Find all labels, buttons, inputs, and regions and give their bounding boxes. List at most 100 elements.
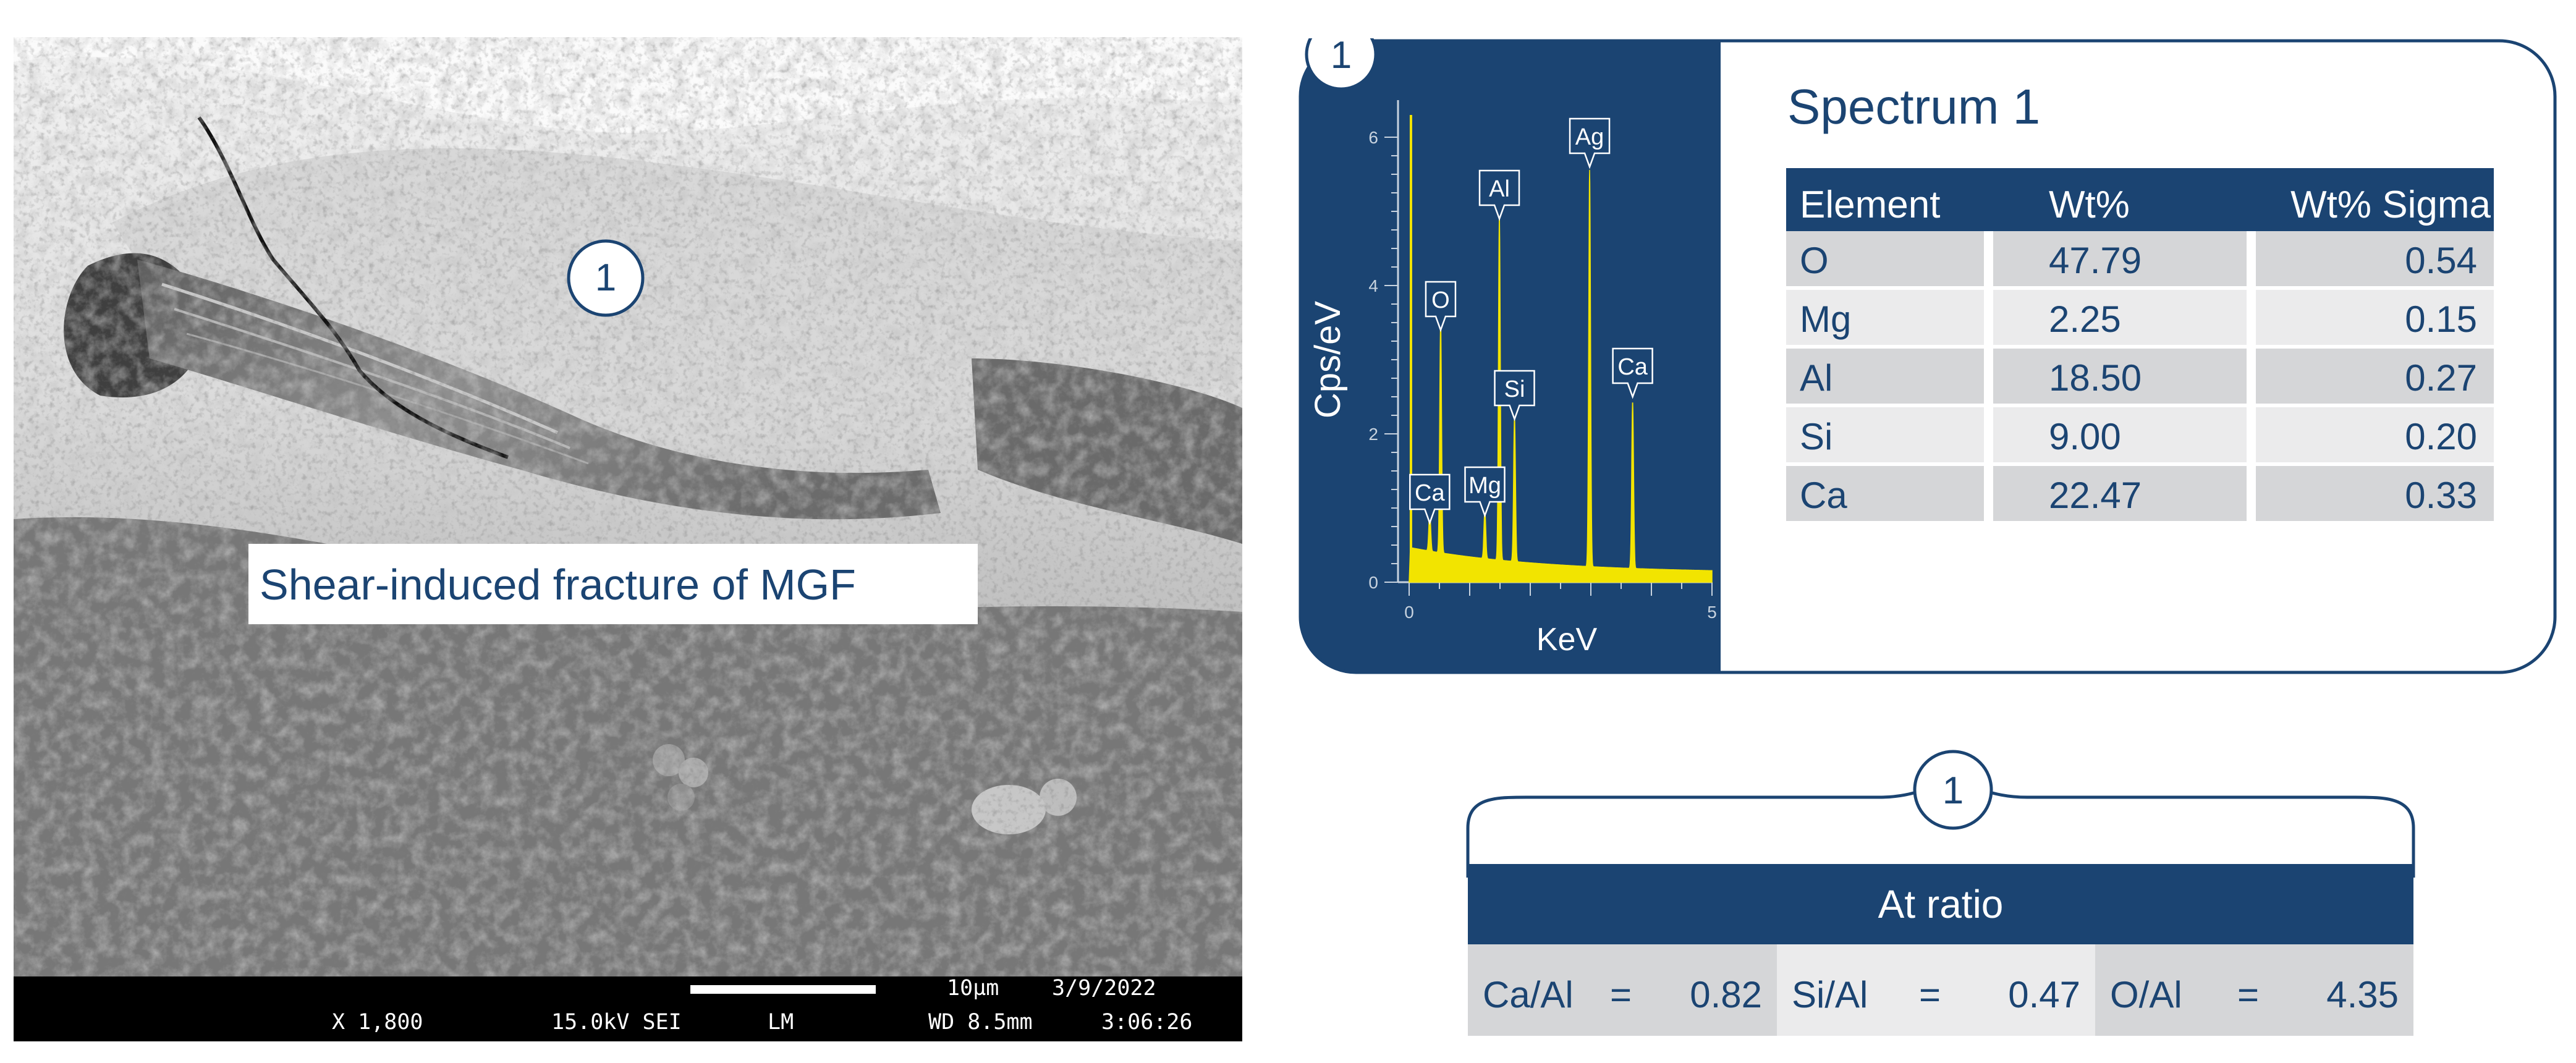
table-cell-bg bbox=[1993, 231, 2247, 286]
peak-label-text: Al bbox=[1489, 176, 1510, 202]
sigma-cell: 0.27 bbox=[2405, 357, 2477, 399]
ratio-cell-bg bbox=[1777, 944, 2095, 1036]
peak-label-si: Si bbox=[1494, 370, 1535, 421]
ratio-value: 0.47 bbox=[2008, 974, 2080, 1015]
table-cell-bg bbox=[1993, 407, 2247, 462]
spectrum-marker: 1 bbox=[1305, 38, 1378, 91]
peak-label-ca: Ca bbox=[1612, 347, 1653, 399]
table-row: Mg 2.25 0.15 bbox=[1786, 290, 2494, 345]
spectrum-trace bbox=[1409, 169, 1713, 583]
wt-cell: 47.79 bbox=[2049, 240, 2142, 281]
sigma-cell: 0.15 bbox=[2405, 299, 2477, 340]
table-cell-bg bbox=[2256, 349, 2494, 404]
region-marker-label: 1 bbox=[595, 256, 616, 299]
peak-label-text: Ag bbox=[1575, 124, 1604, 150]
table-cell-bg bbox=[1786, 349, 1984, 404]
peak-label-ca: Ca bbox=[1409, 473, 1451, 525]
ratio-panel: 1 At ratio Ca/Al = 0.82 Si/Al = 0.47 O/Al = 4.35 bbox=[1466, 750, 2415, 1036]
ratio-title: At ratio bbox=[1878, 882, 2004, 926]
ratio-value: 4.35 bbox=[2326, 974, 2399, 1015]
sigma-cell: 0.33 bbox=[2405, 475, 2477, 516]
y-tick-label: 2 bbox=[1368, 425, 1378, 444]
peak-label-text: Ca bbox=[1415, 480, 1445, 506]
fracture-annotation: Shear-induced fracture of MGF bbox=[260, 561, 856, 609]
peak-label-box bbox=[1494, 370, 1535, 421]
wt-cell: 9.00 bbox=[2049, 416, 2121, 457]
sem-micrograph: 1 Shear-induced fracture of MGF 10µm 3/9… bbox=[14, 37, 1242, 1041]
table-row: Al 18.50 0.27 bbox=[1786, 349, 2494, 404]
composition-table: Element Wt% Wt% Sigma O 47.79 0.54 Mg 2.25 0.15 A… bbox=[1786, 168, 2494, 521]
ratio-header bbox=[1468, 864, 2413, 944]
spectrum-panel-border bbox=[1299, 39, 2557, 674]
table-cell-bg bbox=[2256, 407, 2494, 462]
spectrum-title: Spectrum 1 bbox=[1787, 79, 2040, 134]
sigma-cell: 0.20 bbox=[2405, 416, 2477, 457]
y-axis-label: Cps/eV bbox=[1308, 301, 1348, 419]
table-cell-bg bbox=[1993, 290, 2247, 345]
peak-label-box bbox=[1478, 169, 1520, 221]
ratio-cell: Ca/Al = 0.82 bbox=[1468, 944, 1777, 1036]
y-tick-label: 6 bbox=[1368, 128, 1378, 147]
peak-label-text: Mg bbox=[1468, 473, 1501, 499]
element-cell: Ca bbox=[1800, 475, 1847, 516]
peak-label-box bbox=[1425, 281, 1457, 332]
table-cell-bg bbox=[2256, 290, 2494, 345]
ratio-label: O/Al bbox=[2110, 974, 2182, 1015]
peak-label-text: Si bbox=[1504, 376, 1525, 402]
element-cell: O bbox=[1800, 240, 1829, 281]
ratio-label: Ca/Al bbox=[1483, 974, 1574, 1015]
region-marker: 1 bbox=[567, 239, 645, 317]
table-header-cell: Wt% Sigma bbox=[2290, 184, 2491, 226]
peak-label-o: O bbox=[1425, 281, 1457, 332]
table-row: Si 9.00 0.20 bbox=[1786, 407, 2494, 462]
element-cell: Si bbox=[1800, 416, 1832, 457]
ratio-label: Si/Al bbox=[1792, 974, 1868, 1015]
peak-label-al: Al bbox=[1478, 169, 1520, 221]
table-cell-bg bbox=[1993, 349, 2247, 404]
table-cell-bg bbox=[1993, 466, 2247, 521]
wt-cell: 2.25 bbox=[2049, 299, 2121, 340]
table-cell-bg bbox=[2256, 466, 2494, 521]
ratio-cell: O/Al = 4.35 bbox=[2095, 944, 2413, 1036]
peak-label-box bbox=[1409, 473, 1451, 525]
table-header-cell: Element bbox=[1800, 184, 1940, 226]
wt-cell: 18.50 bbox=[2049, 357, 2142, 399]
ratio-equals: = bbox=[1919, 974, 1941, 1015]
ratio-equals: = bbox=[2237, 974, 2259, 1015]
ratio-cell-bg bbox=[1468, 944, 1777, 1036]
y-tick-label: 4 bbox=[1368, 276, 1378, 295]
table-header-cell: Wt% bbox=[2049, 184, 2130, 226]
peak-label-box bbox=[1569, 117, 1611, 169]
ratio-marker: 1 bbox=[1913, 750, 1993, 830]
table-row: Ca 22.47 0.33 bbox=[1786, 466, 2494, 521]
ratio-equals: = bbox=[1610, 974, 1632, 1015]
table-header bbox=[1786, 168, 2494, 231]
eds-spectrum-chart: Cps/eV KeV 0 2 4 6 0 5 O Ca Mg Al Si Ag Ca bbox=[1308, 100, 1717, 658]
ratio-cell: Si/Al = 0.47 bbox=[1777, 944, 2095, 1036]
sem-voltage-mode: 15.0kV SEI bbox=[551, 1010, 682, 1035]
sem-date: 3/9/2022 bbox=[1052, 976, 1156, 1001]
table-cell-bg bbox=[1786, 290, 1984, 345]
peak-label-box bbox=[1612, 347, 1653, 399]
ratio-marker-label: 1 bbox=[1943, 769, 1964, 812]
table-row: O 47.79 0.54 bbox=[1786, 231, 2494, 286]
peak-label-mg: Mg bbox=[1464, 466, 1506, 518]
scale-bar-label: 10µm bbox=[947, 976, 999, 1001]
sem-working-distance: WD 8.5mm bbox=[928, 1010, 1033, 1035]
peak-label-box bbox=[1464, 466, 1506, 518]
peak-label-text: Ca bbox=[1617, 354, 1648, 380]
table-cell-bg bbox=[2256, 231, 2494, 286]
scale-bar bbox=[690, 985, 876, 994]
spectrum-marker-label: 1 bbox=[1331, 38, 1352, 77]
x-axis-label: KeV bbox=[1536, 622, 1598, 658]
sigma-cell: 0.54 bbox=[2405, 240, 2477, 281]
y-tick-label: 0 bbox=[1368, 573, 1378, 592]
table-cell-bg bbox=[1786, 466, 1984, 521]
x-tick-label: 0 bbox=[1404, 603, 1414, 622]
element-cell: Mg bbox=[1800, 299, 1851, 340]
ratio-cell-bg bbox=[2095, 944, 2413, 1036]
peak-label-ag: Ag bbox=[1569, 117, 1611, 169]
spectrum-panel: 1 Cps/eV KeV 0 2 4 6 0 5 O Ca Mg Al Si Ag Ca Spectru… bbox=[1299, 38, 2557, 674]
element-cell: Al bbox=[1800, 357, 1832, 399]
sem-detector: LM bbox=[768, 1010, 794, 1035]
